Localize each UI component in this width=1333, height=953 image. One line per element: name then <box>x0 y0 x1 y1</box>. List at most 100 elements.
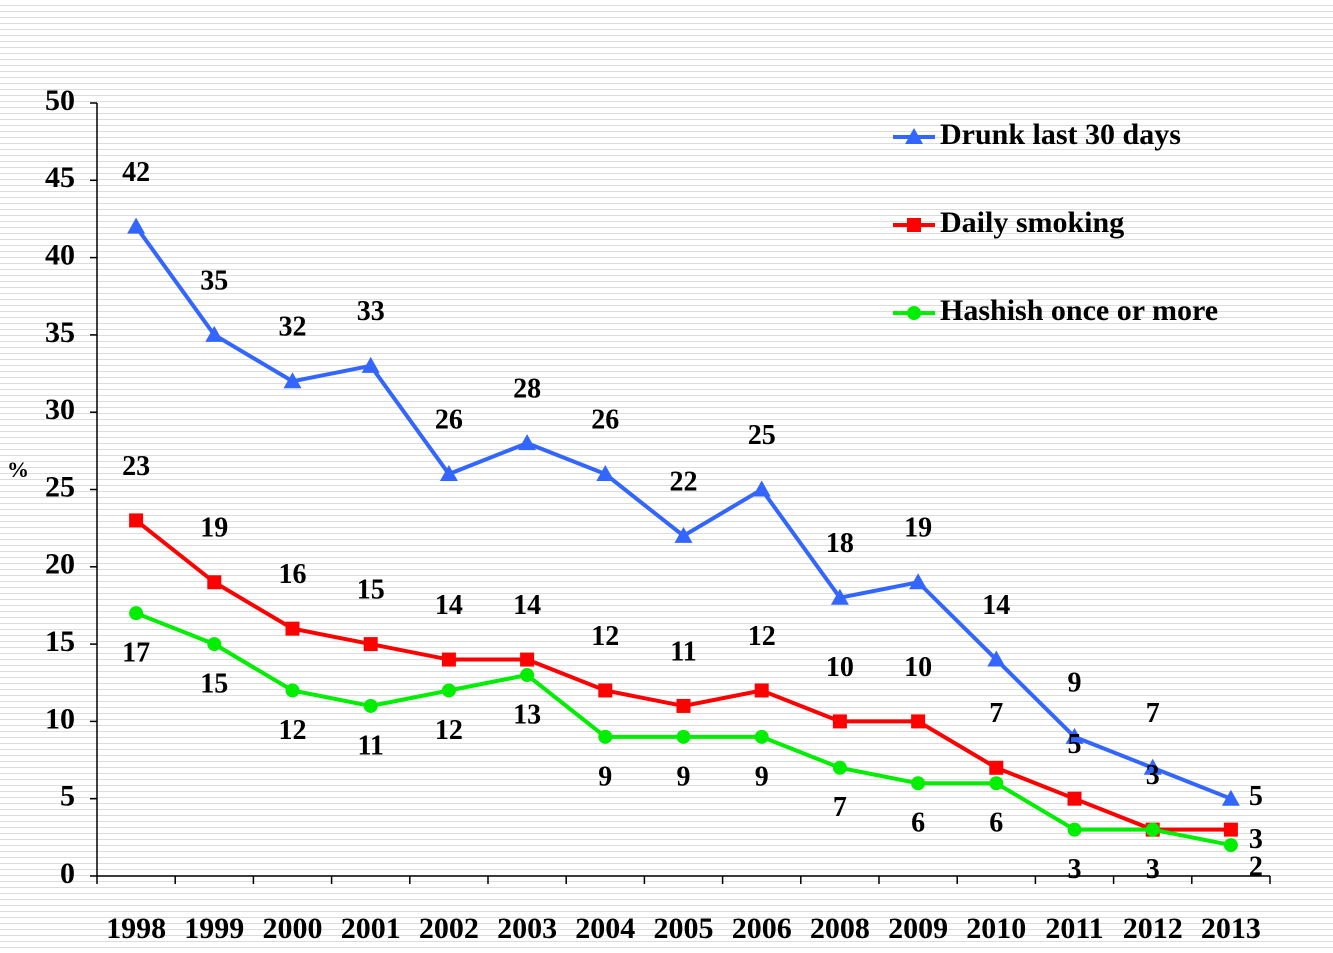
data-label: 14 <box>435 590 463 621</box>
x-tick-label: 2012 <box>1123 912 1183 945</box>
marker <box>363 637 378 652</box>
data-label: 23 <box>122 451 150 482</box>
marker <box>1067 791 1082 806</box>
marker <box>1145 822 1160 837</box>
data-label: 2 <box>1249 852 1263 883</box>
x-tick-label: 2004 <box>575 912 635 945</box>
marker <box>520 668 535 683</box>
x-tick-label: 2009 <box>888 912 948 945</box>
data-label: 12 <box>435 715 463 746</box>
marker <box>676 729 691 744</box>
data-label: 42 <box>122 157 150 188</box>
y-tick-label: 10 <box>45 702 75 735</box>
data-label: 12 <box>591 621 619 652</box>
data-label: 9 <box>1068 667 1082 698</box>
data-label: 18 <box>826 528 854 559</box>
data-label: 9 <box>755 761 769 792</box>
legend-label: Drunk last 30 days <box>940 118 1181 151</box>
marker <box>1221 789 1240 806</box>
x-tick-label: 2000 <box>263 912 323 945</box>
data-label: 3 <box>1249 824 1263 855</box>
marker <box>441 683 456 698</box>
marker <box>911 714 926 729</box>
marker <box>520 652 535 667</box>
data-label: 17 <box>122 638 150 669</box>
data-label: 9 <box>598 761 612 792</box>
data-label: 25 <box>748 420 776 451</box>
marker <box>989 760 1004 775</box>
x-tick-label: 2003 <box>497 912 557 945</box>
y-tick-label: 35 <box>45 316 75 349</box>
y-tick-label: 25 <box>45 470 75 503</box>
marker <box>1143 758 1162 775</box>
marker <box>1065 727 1084 744</box>
marker <box>830 588 849 605</box>
y-tick-label: 20 <box>45 548 75 581</box>
data-label: 3 <box>1146 854 1160 885</box>
marker <box>285 683 300 698</box>
marker <box>283 372 302 389</box>
data-label: 7 <box>1146 698 1160 729</box>
marker <box>205 325 224 342</box>
y-tick-label: 45 <box>45 161 75 194</box>
marker <box>754 729 769 744</box>
marker <box>832 760 847 775</box>
data-label: 11 <box>670 636 696 667</box>
marker <box>598 683 613 698</box>
marker <box>127 217 146 234</box>
data-label: 10 <box>904 652 932 683</box>
marker <box>905 128 923 144</box>
marker <box>598 729 613 744</box>
marker <box>989 776 1004 791</box>
x-tick-label: 2001 <box>341 912 401 945</box>
marker <box>129 513 144 528</box>
data-label: 7 <box>989 698 1003 729</box>
data-label: 3 <box>1068 854 1082 885</box>
marker <box>907 218 921 232</box>
x-tick-label: 2013 <box>1201 912 1261 945</box>
data-label: 6 <box>911 808 925 839</box>
y-axis-label: % <box>7 457 29 482</box>
data-label: 13 <box>513 699 541 730</box>
data-label: 10 <box>826 652 854 683</box>
data-label: 12 <box>748 621 776 652</box>
x-tick-label: 2005 <box>654 912 714 945</box>
data-label: 19 <box>200 513 228 544</box>
marker <box>1223 822 1238 837</box>
marker <box>129 606 144 621</box>
y-tick-label: 0 <box>60 857 75 890</box>
x-tick-label: 1998 <box>106 912 166 945</box>
data-label: 28 <box>513 374 541 405</box>
y-tick-label: 15 <box>45 625 75 658</box>
data-label: 33 <box>357 296 385 327</box>
data-label: 15 <box>357 575 385 606</box>
data-label: 6 <box>989 808 1003 839</box>
data-label: 15 <box>200 669 228 700</box>
data-label: 14 <box>982 590 1010 621</box>
x-tick-label: 2002 <box>419 912 479 945</box>
data-label: 5 <box>1068 729 1082 760</box>
y-tick-label: 40 <box>45 238 75 271</box>
y-tick-label: 30 <box>45 393 75 426</box>
marker <box>676 698 691 713</box>
marker <box>441 652 456 667</box>
x-tick-label: 2011 <box>1045 912 1103 945</box>
marker <box>909 573 928 590</box>
marker <box>596 465 615 482</box>
marker <box>361 356 380 373</box>
data-label: 5 <box>1249 781 1263 812</box>
marker <box>907 306 921 320</box>
marker <box>752 480 771 497</box>
marker <box>754 683 769 698</box>
data-label: 7 <box>833 792 847 823</box>
y-tick-label: 5 <box>60 780 75 813</box>
x-tick-label: 2010 <box>966 912 1026 945</box>
marker <box>1067 822 1082 837</box>
x-tick-label: 1999 <box>184 912 244 945</box>
data-label: 35 <box>200 265 228 296</box>
marker <box>987 650 1006 667</box>
marker <box>518 434 537 451</box>
legend-label: Hashish once or more <box>940 294 1218 327</box>
x-tick-label: 2006 <box>732 912 792 945</box>
